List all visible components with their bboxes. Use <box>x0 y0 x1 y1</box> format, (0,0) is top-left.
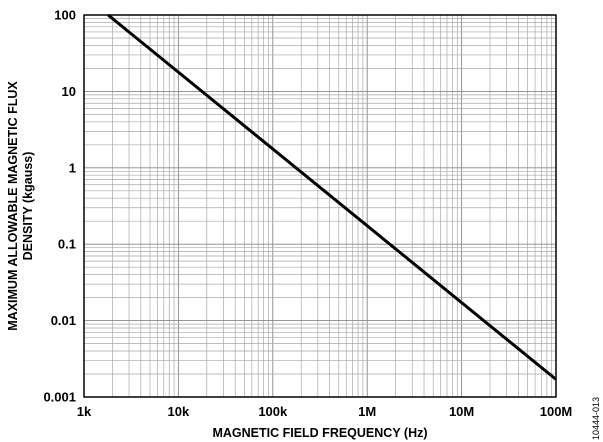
y-tick-labels: 0.001 0.01 0.1 1 10 100 <box>43 8 76 405</box>
figure-id: 10444-013 <box>591 397 601 440</box>
series-layer <box>107 13 557 381</box>
x-tick-label: 1M <box>358 404 376 419</box>
x-tick-label: 100k <box>258 404 288 419</box>
grid <box>84 15 556 397</box>
x-tick-label: 100M <box>540 404 573 419</box>
y-tick-label: 100 <box>54 8 76 23</box>
x-tick-labels: 1k 10k 100k 1M 10M 100M <box>77 404 573 419</box>
y-tick-label: 0.001 <box>43 390 76 405</box>
x-axis-title: MAGNETIC FIELD FREQUENCY (Hz) <box>212 426 427 440</box>
x-tick-label: 10M <box>449 404 474 419</box>
x-tick-label: 1k <box>77 404 92 419</box>
y-tick-label: 0.01 <box>51 313 76 328</box>
y-tick-label: 1 <box>69 160 76 175</box>
y-tick-label: 0.1 <box>58 237 76 252</box>
plot-frame <box>83 14 557 398</box>
y-tick-label: 10 <box>62 84 76 99</box>
y-axis-title-line1: MAXIMUM ALLOWABLE MAGNETIC FLUX <box>6 81 20 331</box>
x-tick-label: 10k <box>168 404 190 419</box>
y-axis-title-line2: DENSITY (kgauss) <box>21 152 35 261</box>
series-line <box>107 13 557 381</box>
